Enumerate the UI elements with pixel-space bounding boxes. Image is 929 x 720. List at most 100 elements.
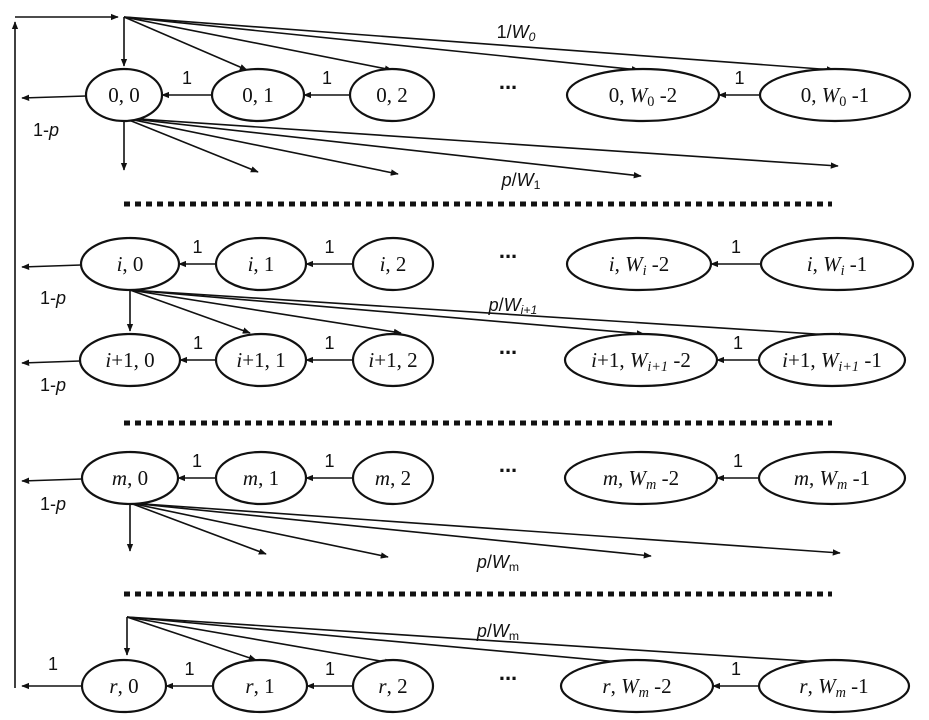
- fan-r-1: [126, 616, 257, 661]
- state-label: r, 0: [109, 674, 138, 698]
- state-ellipse: [84, 67, 164, 123]
- fan-p-wm-2: [129, 502, 389, 559]
- edge-label-lbl-p-wm-2: p/Wm: [476, 621, 519, 643]
- ellipsis-row-0: ...: [499, 69, 517, 94]
- state-ellipse: [79, 236, 181, 292]
- state-label: 0, W0 -2: [609, 83, 677, 110]
- label-one: 1: [733, 333, 743, 353]
- state-ellipse: [563, 450, 719, 506]
- edge-label-lbl-top-1-w0: 1/W0: [497, 22, 536, 44]
- state-node-n-m-w2: m, Wm -2: [563, 450, 719, 506]
- label-one: 1: [731, 237, 741, 257]
- separators: [124, 201, 832, 597]
- state-ellipse: [351, 450, 435, 506]
- state-ellipse: [757, 450, 907, 506]
- edge-label-lbl-1mp-m: 1-p: [40, 494, 66, 514]
- arrow-exit-row-i: [21, 263, 82, 270]
- state-node-n-m-w1: m, Wm -1: [757, 450, 907, 506]
- state-ellipse: [757, 658, 911, 714]
- state-node-n-r-2: r, 2: [351, 658, 435, 714]
- state-node-n-i1-w1: i+1, Wi+1 -1: [757, 332, 907, 388]
- state-ellipse: [559, 658, 715, 714]
- label-one: 1: [192, 237, 202, 257]
- edge-label-lbl-r-out-1: 1: [48, 654, 58, 674]
- fan-p-wi1-1: [129, 289, 251, 334]
- state-ellipse: [757, 332, 907, 388]
- fan-top-2: [123, 16, 393, 72]
- state-node-n-i1-w2: i+1, Wi+1 -2: [563, 332, 719, 388]
- fan-p-wm-4: [129, 502, 841, 556]
- state-label: i+1, 1: [236, 348, 285, 372]
- label-one: 1: [324, 237, 334, 257]
- fan-r-w1: [126, 616, 837, 666]
- state-node-n-r-w2: r, Wm -2: [559, 658, 715, 714]
- state-ellipse: [214, 236, 308, 292]
- state-node-n-i-w1: i, Wi -1: [759, 236, 915, 292]
- arrow-exit-row-m: [21, 477, 83, 484]
- state-node-n-r-0: r, 0: [80, 658, 168, 714]
- state-label: m, 2: [375, 466, 411, 490]
- state-label: 0, W0 -1: [801, 83, 869, 110]
- state-node-n-i1-1: i+1, 1: [214, 332, 308, 388]
- state-label: r, 2: [378, 674, 407, 698]
- state-ellipse: [80, 658, 168, 714]
- state-node-n-i-0: i, 0: [79, 236, 181, 292]
- edge-label-lbl-1mp-i: 1-p: [40, 288, 66, 308]
- state-label: i, 0: [117, 252, 144, 276]
- edges: [11, 13, 847, 690]
- nodes: 0, 0 0, 1 0, 2 0, W0 -2 0, W0 -1 i, 0 i, 1 i, 2…: [78, 67, 915, 714]
- state-node-n-i-2: i, 2: [351, 236, 435, 292]
- state-label: 0, 1: [242, 83, 274, 107]
- state-label: 0, 2: [376, 83, 408, 107]
- fan-p-wm-1: [129, 502, 267, 555]
- state-label: m, 1: [243, 466, 279, 490]
- state-node-n-r-w1: r, Wm -1: [757, 658, 911, 714]
- label-one: 1: [324, 333, 334, 353]
- state-label: i, 2: [380, 252, 407, 276]
- state-ellipse: [758, 67, 912, 123]
- state-ellipse: [78, 332, 182, 388]
- state-node-n-0-0: 0, 0: [84, 67, 164, 123]
- state-node-n-i1-0: i+1, 0: [78, 332, 182, 388]
- arrow-exit-row-0: [21, 94, 87, 101]
- fan-r-w2: [126, 616, 642, 667]
- fan-top-w2: [123, 16, 640, 73]
- label-one: 1: [734, 68, 744, 88]
- state-ellipse: [348, 67, 436, 123]
- state-node-n-m-0: m, 0: [80, 450, 180, 506]
- state-node-n-i1-2: i+1, 2: [351, 332, 435, 388]
- fan-p-w1-2: [123, 117, 399, 176]
- state-label: i+1, 0: [105, 348, 154, 372]
- state-node-n-m-1: m, 1: [214, 450, 308, 506]
- state-ellipse: [565, 67, 721, 123]
- fan-p-wi1-3: [129, 289, 645, 337]
- label-one: 1: [182, 68, 192, 88]
- state-ellipse: [565, 236, 713, 292]
- state-ellipse: [351, 658, 435, 714]
- label-one: 1: [184, 659, 194, 679]
- fan-p-w1-3: [123, 117, 642, 179]
- state-ellipse: [351, 236, 435, 292]
- state-label: r, Wm -1: [799, 674, 868, 701]
- fan-r-2: [126, 616, 393, 665]
- fan-p-wm-3: [129, 502, 652, 559]
- fan-p-w1-1: [123, 117, 259, 173]
- edge-labels: ............... 1 1 1 1 1 1 1 1 1 1 1 1 1 1 1 1/W0 p/W1 p/…: [33, 22, 745, 685]
- state-node-n-0-w1: 0, W0 -1: [758, 67, 912, 123]
- label-one: 1: [733, 451, 743, 471]
- state-ellipse: [563, 332, 719, 388]
- label-one: 1: [325, 659, 335, 679]
- state-ellipse: [210, 67, 306, 123]
- ellipsis-row-i: ...: [499, 238, 517, 263]
- arrow-exit-row-i1: [21, 359, 81, 366]
- fan-p-w1-4: [123, 117, 839, 169]
- state-node-n-i-1: i, 1: [214, 236, 308, 292]
- state-label: i+1, 2: [368, 348, 417, 372]
- label-one: 1: [322, 68, 332, 88]
- edge-label-lbl-p-wm-1: p/Wm: [476, 552, 519, 574]
- state-node-n-m-2: m, 2: [351, 450, 435, 506]
- state-label: i, 1: [248, 252, 275, 276]
- ellipsis-row-i1: ...: [499, 334, 517, 359]
- state-label: r, 1: [245, 674, 274, 698]
